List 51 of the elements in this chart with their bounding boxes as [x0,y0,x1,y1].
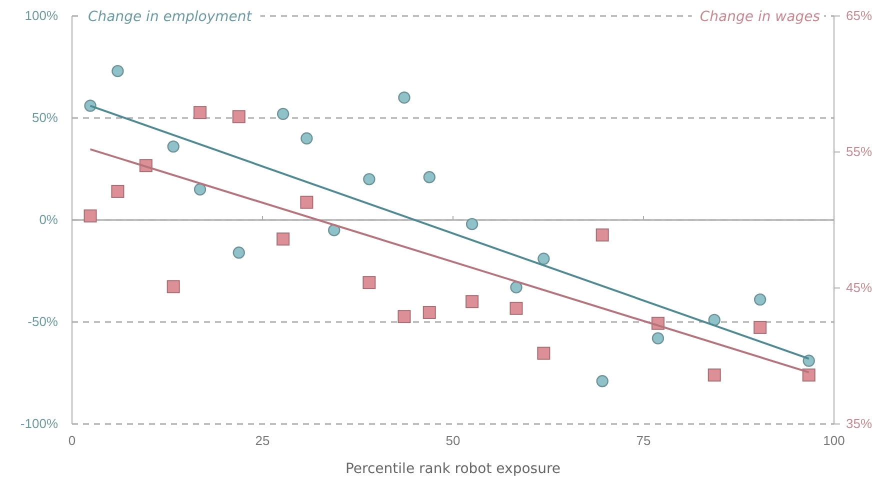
point [398,92,410,104]
point [363,173,376,186]
y-axis-title: Change in employment [88,9,252,25]
point [276,232,290,246]
point [802,368,816,382]
y-tick-label: -50% [28,314,58,330]
point [708,368,721,382]
y-tick-label: 50% [32,110,58,126]
point [398,310,411,324]
x-tick-label: 100 [823,433,845,448]
point [194,106,207,120]
y2-tick-label: 65% [846,8,872,24]
point [167,140,180,153]
y2-tick-label: 55% [846,144,872,160]
point [111,184,124,198]
point [362,276,376,290]
x-tick-label: 50 [446,433,460,448]
point [84,209,97,222]
point [754,293,766,306]
point [596,228,609,242]
point [754,320,767,334]
point [510,302,523,315]
y-tick-label: 100% [24,8,58,24]
y-tick-label: -100% [20,416,58,432]
point [194,183,206,196]
point [300,132,313,144]
point [510,281,522,294]
point [232,246,245,259]
point [652,332,664,344]
y-tick-label: 0% [39,212,58,228]
point [232,110,246,124]
y2-tick-label: 35% [846,416,872,432]
x-tick-label: 0 [68,433,76,448]
point [466,295,479,308]
point [112,64,124,78]
point [422,306,436,319]
point [300,196,314,209]
x-tick-label: 75 [636,433,651,448]
y2-axis-title: Change in wages [700,9,820,25]
point [423,171,436,184]
point [276,108,290,120]
point [596,375,608,388]
y2-tick-label: 45% [846,280,872,296]
point [802,354,815,367]
point [708,314,720,326]
point [537,346,550,360]
point [166,280,180,294]
x-axis-title: Percentile rank robot exposure [345,461,561,477]
x-tick-label: 25 [255,433,270,448]
point [466,218,478,230]
point [538,252,550,265]
